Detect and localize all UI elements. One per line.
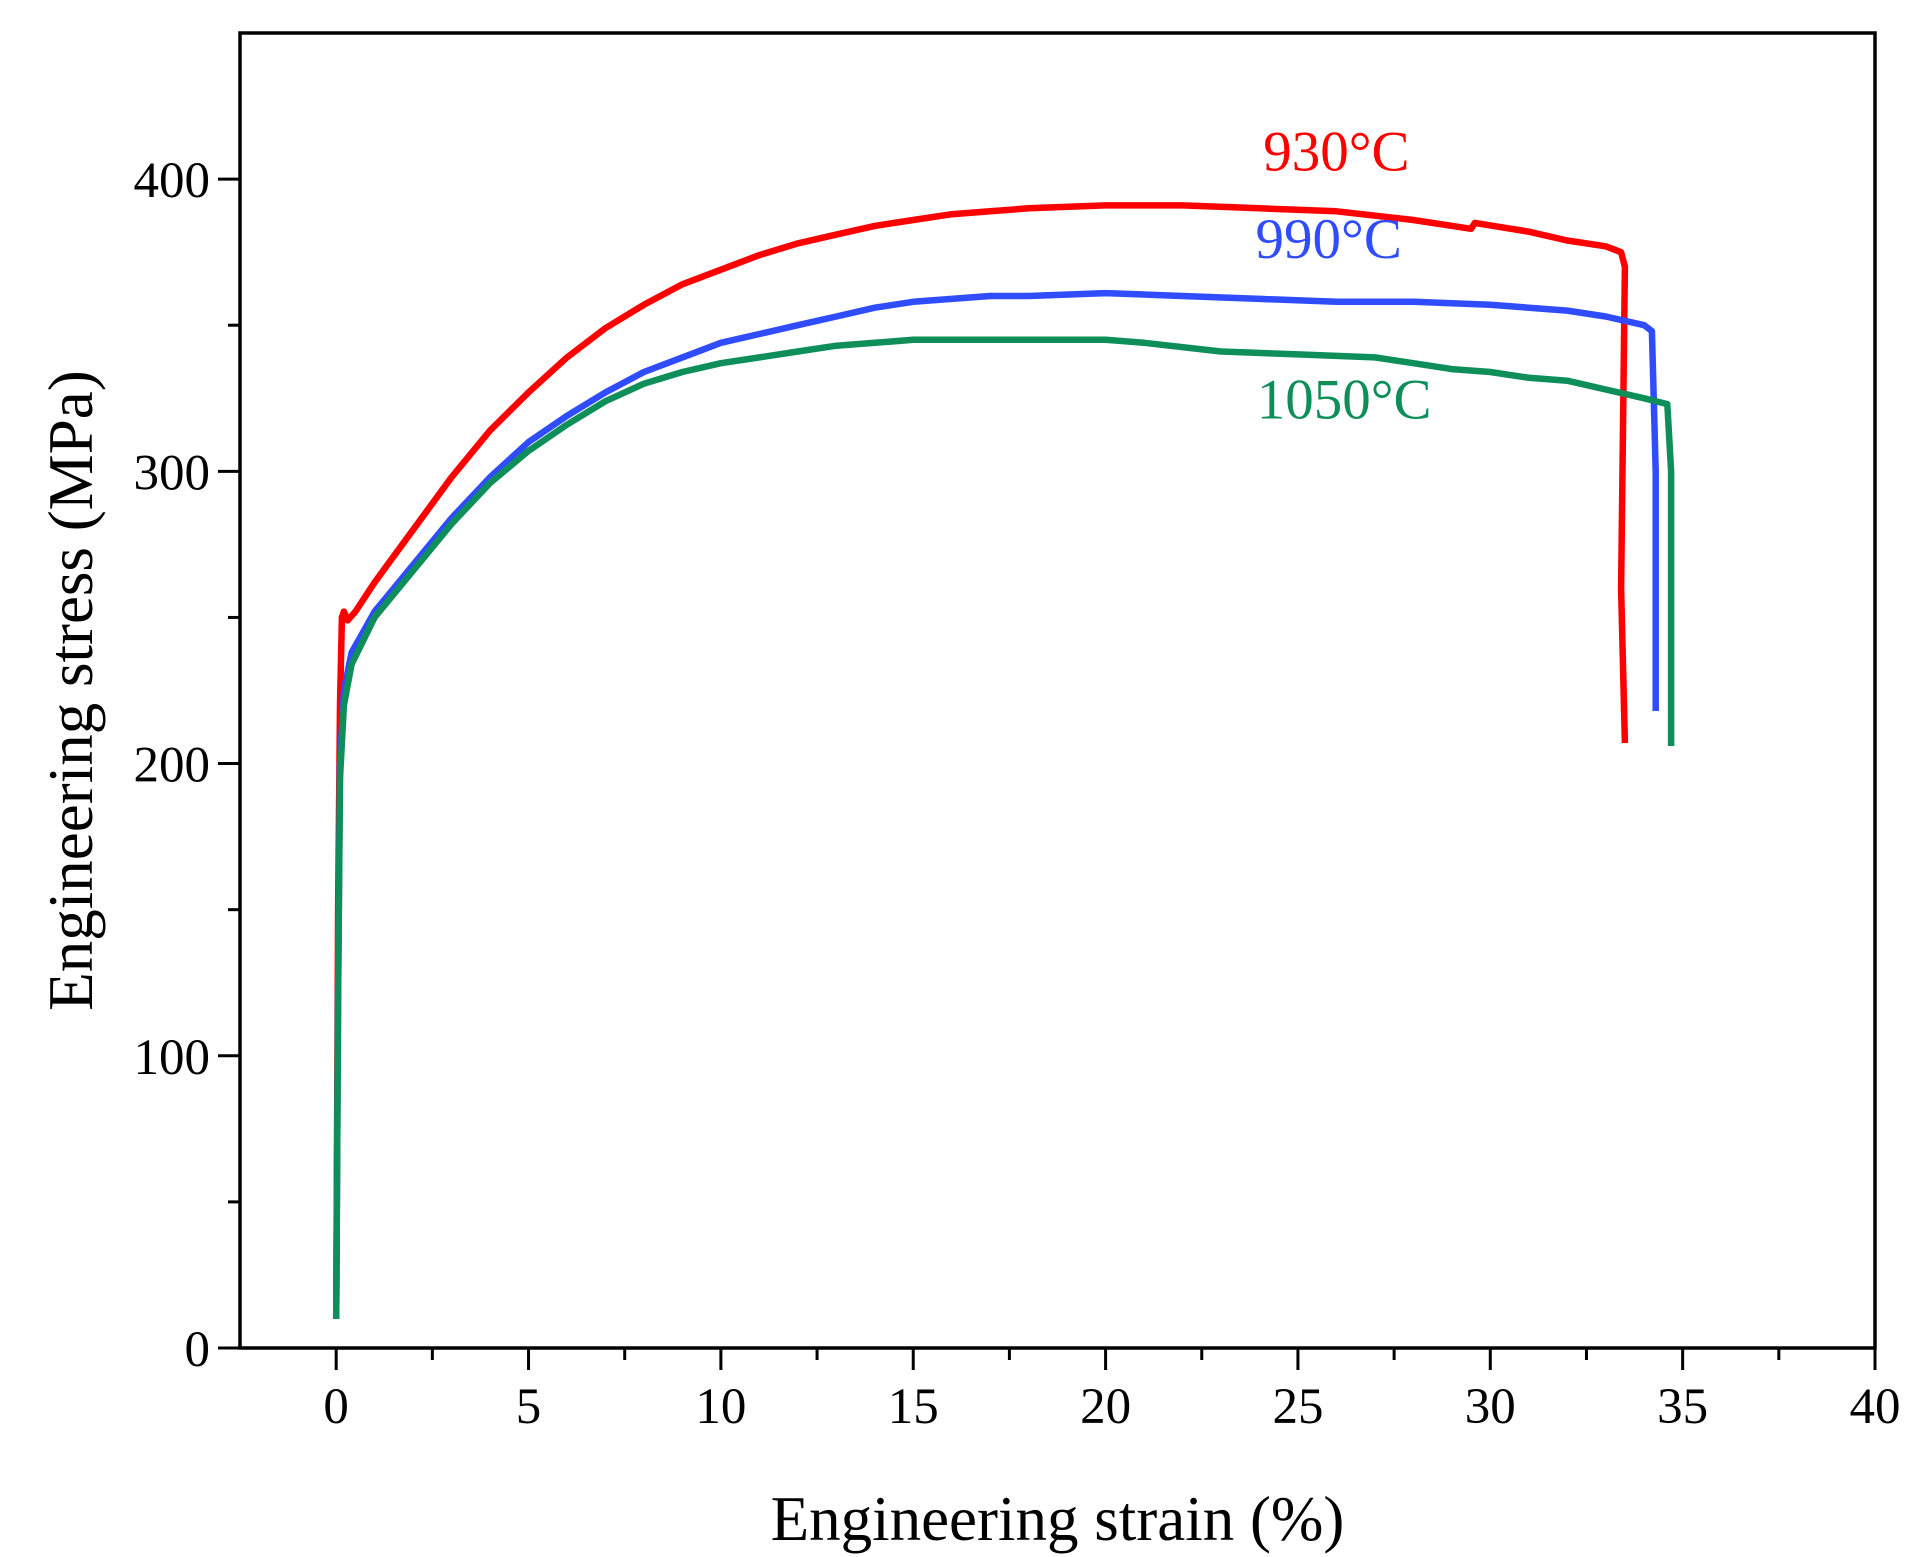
y-tick-label: 400 [134,153,211,209]
x-tick-label: 35 [1657,1379,1708,1435]
series-line-1 [332,202,1629,1319]
y-tick-label: 0 [185,1322,211,1378]
ticks-layer [218,177,1877,1370]
x-tick-label: 25 [1272,1379,1323,1435]
series-line-3 [332,336,1675,1319]
y-tick-label: 300 [134,445,211,501]
series-layer [332,202,1675,1319]
x-axis-title: Engineering strain (%) [771,1484,1345,1554]
plot-frame [238,31,1877,1350]
x-tick-label: 15 [888,1379,939,1435]
x-tick-label: 40 [1850,1379,1901,1435]
y-tick-label: 200 [134,738,211,794]
x-tick-label: 0 [323,1379,349,1435]
series-label-3: 1050°C [1257,369,1432,432]
y-tick-label: 100 [134,1030,211,1086]
x-tick-label: 20 [1080,1379,1131,1435]
series-labels-layer: 930°C 990°C 1050°C [1256,120,1432,431]
y-axis-title: Engineering stress (MPa) [36,370,106,1010]
series-label-2: 990°C [1256,208,1402,271]
x-tick-label: 30 [1465,1379,1516,1435]
x-tick-label: 10 [695,1379,746,1435]
series-label-1: 930°C [1263,120,1409,183]
x-tick-label: 5 [516,1379,542,1435]
